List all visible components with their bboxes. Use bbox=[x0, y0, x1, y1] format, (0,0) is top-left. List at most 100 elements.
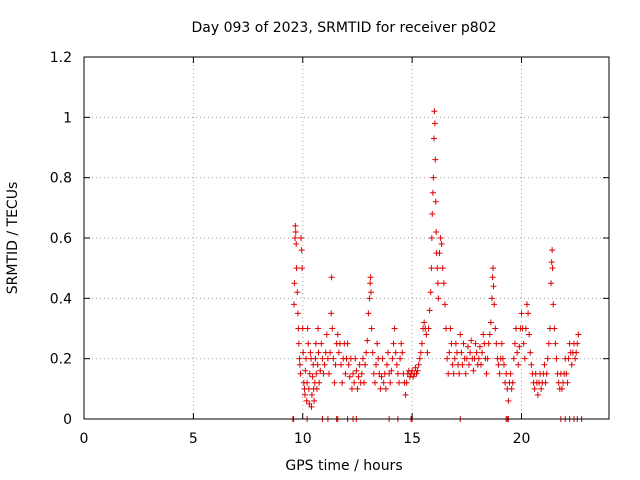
data-point bbox=[356, 361, 363, 368]
data-point bbox=[313, 370, 320, 377]
data-point bbox=[379, 355, 386, 362]
data-point bbox=[544, 355, 551, 362]
data-point bbox=[368, 325, 375, 332]
data-point bbox=[479, 349, 486, 356]
data-point bbox=[446, 349, 453, 356]
data-point bbox=[575, 331, 582, 338]
data-point bbox=[355, 373, 362, 380]
data-point bbox=[528, 361, 535, 368]
data-point bbox=[316, 379, 323, 386]
data-point bbox=[545, 340, 552, 347]
data-point bbox=[456, 370, 463, 377]
data-point bbox=[306, 370, 313, 377]
data-point bbox=[303, 355, 310, 362]
data-point bbox=[431, 108, 438, 115]
data-point bbox=[328, 310, 335, 317]
data-point bbox=[321, 361, 328, 368]
y-tick-label: 1.2 bbox=[50, 50, 72, 66]
data-point bbox=[308, 391, 315, 398]
x-tick-label: 0 bbox=[80, 431, 89, 447]
data-point bbox=[364, 337, 371, 344]
y-tick-label: 1 bbox=[63, 110, 72, 126]
y-tick-label: 0.8 bbox=[50, 171, 72, 187]
axis-ticks bbox=[83, 56, 609, 420]
data-point bbox=[491, 301, 498, 308]
x-axis-label: GPS time / hours bbox=[285, 458, 402, 474]
data-point bbox=[527, 349, 534, 356]
data-point bbox=[344, 340, 351, 347]
data-point bbox=[345, 361, 352, 368]
data-point bbox=[495, 361, 502, 368]
data-point bbox=[558, 385, 565, 392]
data-point bbox=[314, 361, 321, 368]
y-tick-label: 0.2 bbox=[50, 352, 72, 368]
data-point bbox=[460, 340, 467, 347]
data-point bbox=[393, 361, 400, 368]
data-point bbox=[315, 349, 322, 356]
data-point bbox=[542, 379, 549, 386]
data-point bbox=[487, 319, 494, 326]
data-point bbox=[298, 247, 305, 254]
data-point bbox=[300, 349, 307, 356]
data-point bbox=[541, 361, 548, 368]
data-point bbox=[368, 289, 374, 296]
data-point bbox=[352, 355, 359, 362]
data-point bbox=[509, 379, 516, 386]
data-point bbox=[348, 385, 355, 392]
data-point bbox=[508, 385, 515, 392]
data-point bbox=[416, 355, 423, 362]
data-point bbox=[498, 340, 505, 347]
data-point bbox=[548, 280, 555, 287]
data-point bbox=[573, 349, 580, 356]
data-point bbox=[371, 379, 378, 386]
data-point bbox=[426, 307, 433, 314]
data-point bbox=[463, 355, 470, 362]
data-point bbox=[432, 156, 439, 163]
data-point bbox=[291, 280, 298, 287]
data-point bbox=[574, 340, 581, 347]
data-point bbox=[551, 325, 558, 332]
data-point bbox=[480, 331, 487, 338]
data-point bbox=[552, 340, 559, 347]
data-point bbox=[444, 355, 451, 362]
data-point bbox=[390, 340, 397, 347]
data-point bbox=[350, 370, 357, 377]
data-point bbox=[499, 355, 506, 362]
data-point bbox=[417, 349, 424, 356]
data-point bbox=[414, 367, 421, 374]
data-point bbox=[485, 340, 492, 347]
x-tick-label: 15 bbox=[403, 431, 421, 447]
data-point bbox=[473, 349, 480, 356]
y-tick-labels: 0 0.2 0.4 0.6 0.8 1 1.2 bbox=[50, 50, 72, 428]
data-point bbox=[553, 355, 560, 362]
data-point bbox=[466, 361, 472, 368]
data-point bbox=[493, 340, 500, 347]
data-point bbox=[470, 367, 477, 374]
data-point bbox=[319, 355, 326, 362]
data-point bbox=[521, 355, 528, 362]
data-point bbox=[418, 340, 425, 347]
x-tick-label: 10 bbox=[294, 431, 312, 447]
data-point bbox=[296, 361, 303, 368]
data-point bbox=[514, 349, 521, 356]
data-point bbox=[409, 367, 416, 374]
data-point bbox=[550, 301, 557, 308]
data-point bbox=[308, 403, 315, 410]
data-point bbox=[369, 349, 376, 356]
x-tick-label: 5 bbox=[189, 431, 198, 447]
data-point bbox=[296, 355, 303, 362]
data-point bbox=[421, 319, 428, 326]
y-tick-label: 0.6 bbox=[50, 231, 72, 247]
data-point bbox=[516, 343, 523, 350]
data-point bbox=[297, 370, 304, 377]
data-point bbox=[302, 367, 309, 374]
data-point bbox=[380, 379, 387, 386]
data-point bbox=[291, 301, 297, 308]
data-point bbox=[459, 361, 466, 368]
data-point bbox=[438, 241, 445, 248]
data-point bbox=[353, 367, 360, 374]
data-point bbox=[385, 349, 392, 356]
data-point bbox=[452, 340, 459, 347]
data-point bbox=[363, 349, 370, 356]
x-tick-label: 20 bbox=[513, 431, 531, 447]
